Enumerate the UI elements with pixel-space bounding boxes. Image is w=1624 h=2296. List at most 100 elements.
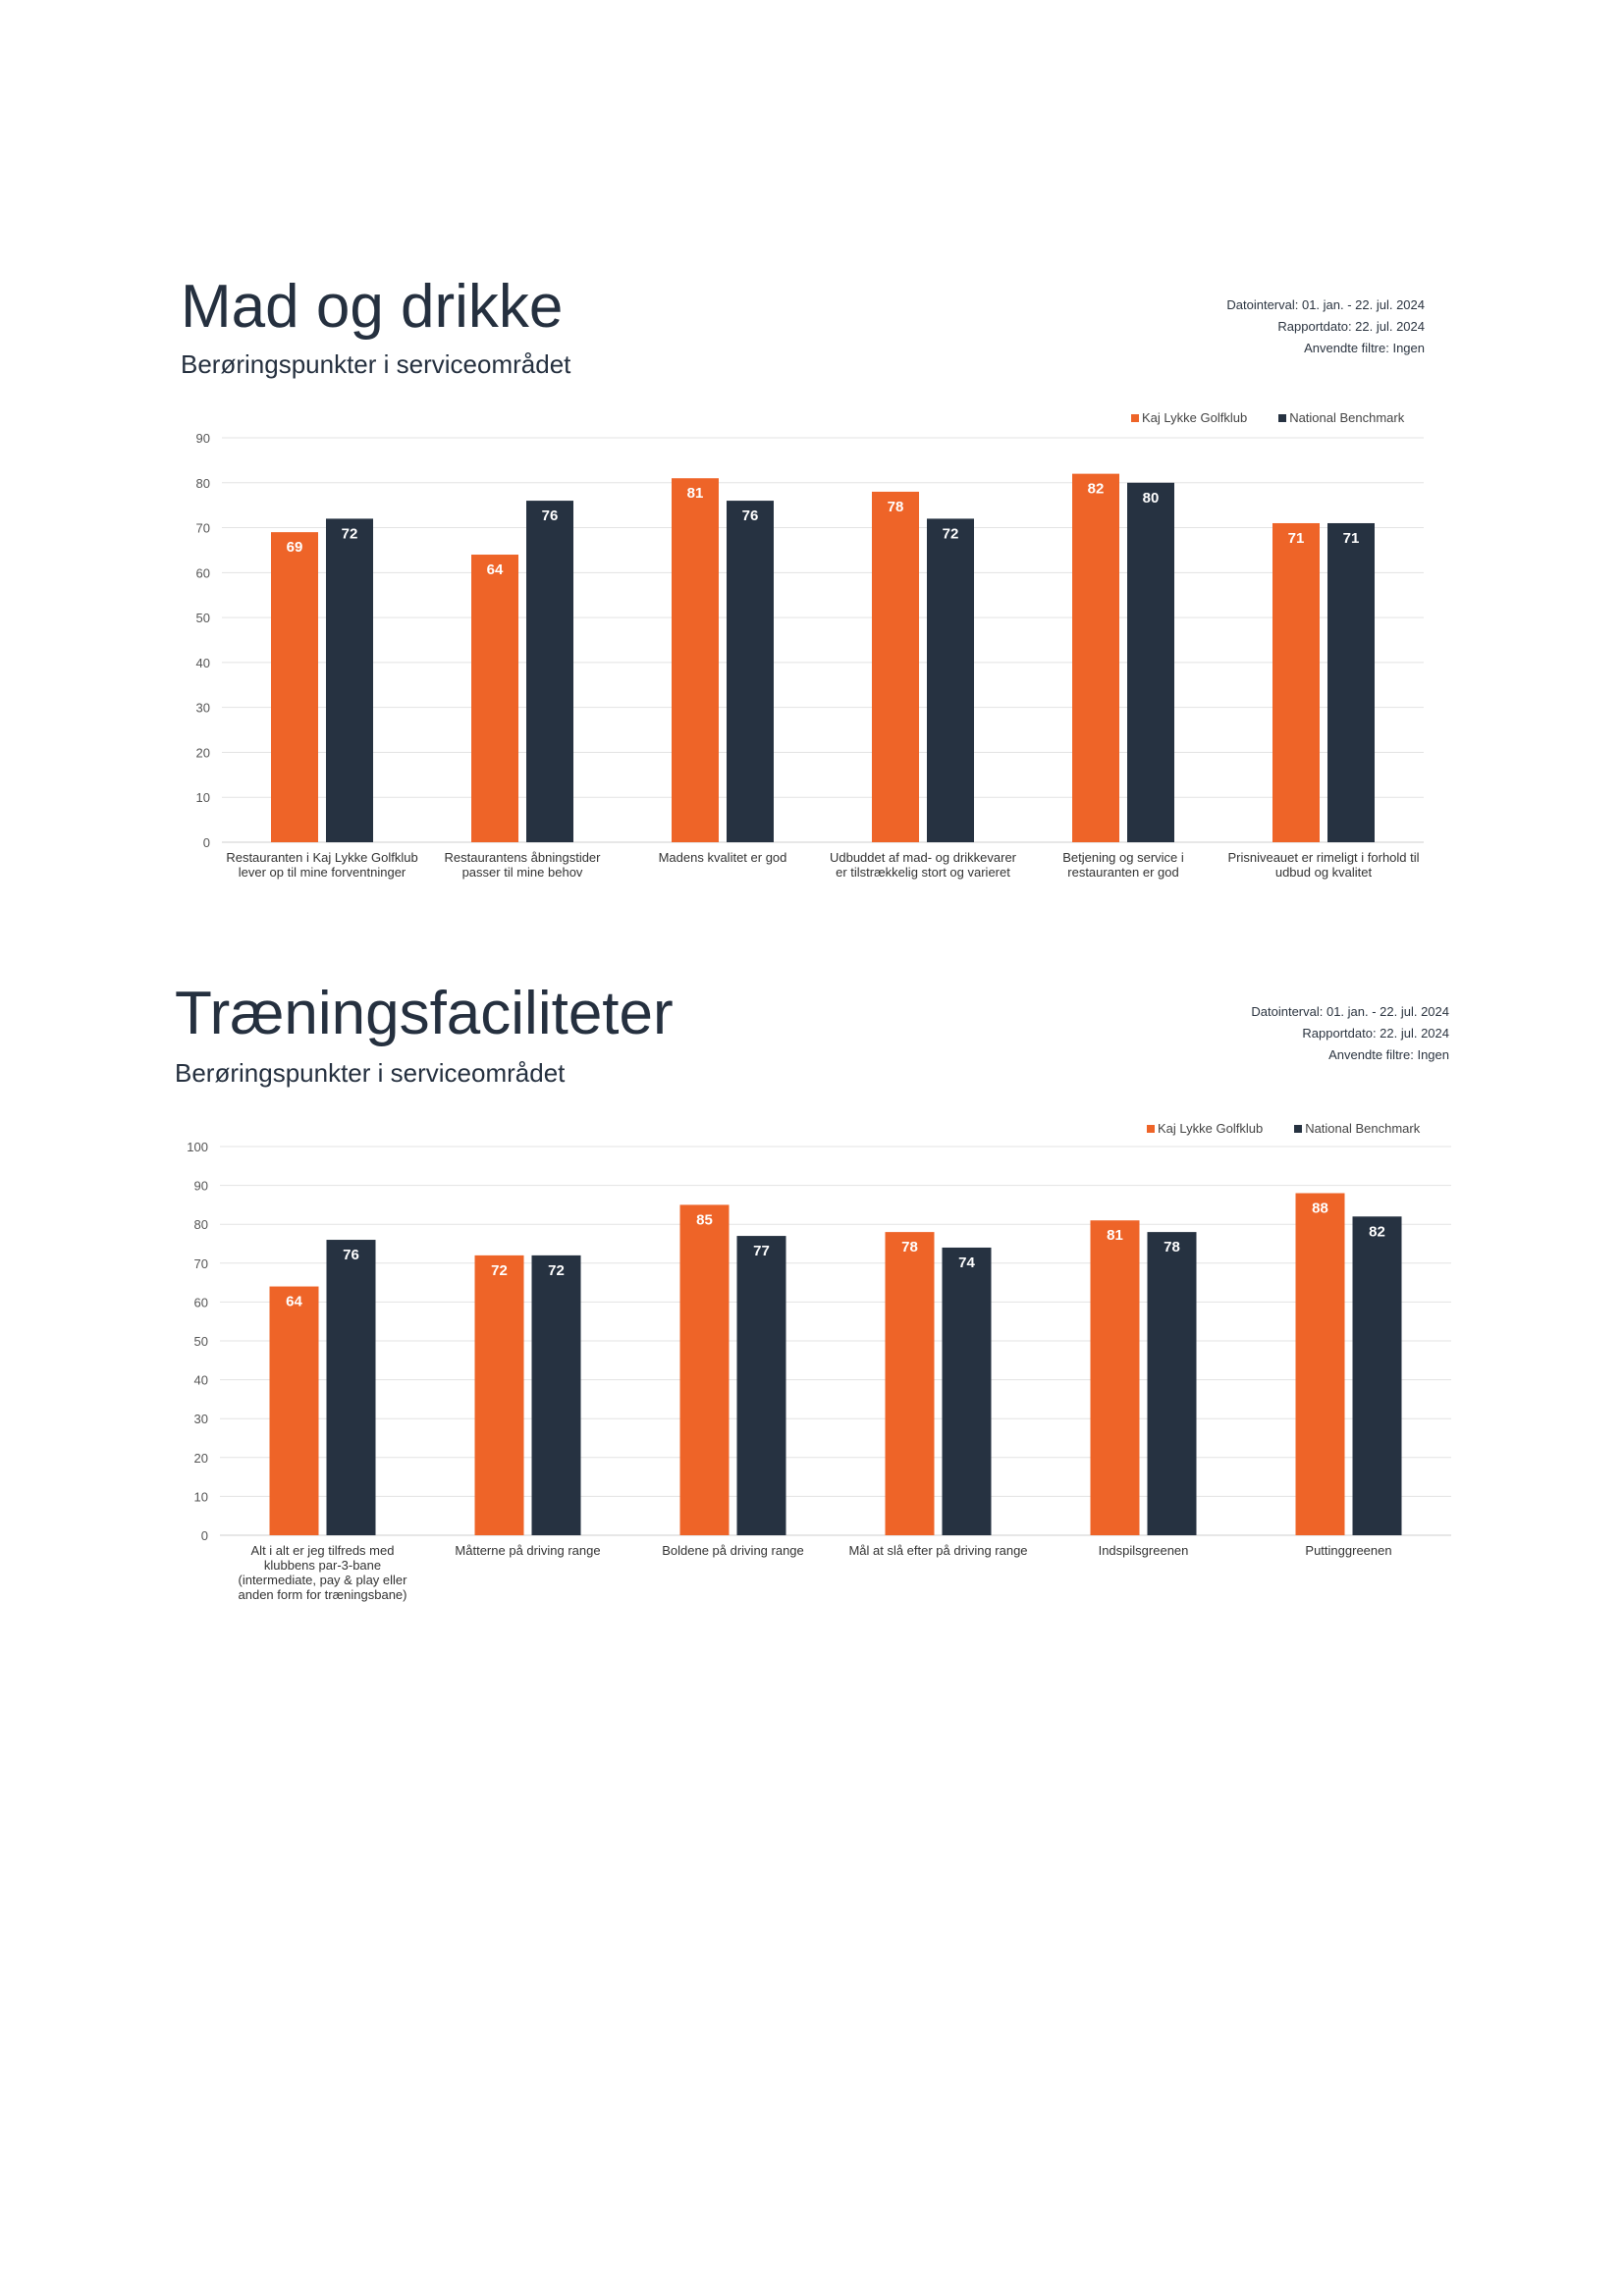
bar-club: [679, 1204, 730, 1535]
bar-benchmark: [942, 1247, 992, 1535]
legend-swatch-club: [1131, 413, 1139, 422]
report-date: Rapportdato: 22. jul. 2024: [1277, 319, 1425, 334]
x-category-label: Boldene på driving range: [662, 1543, 804, 1558]
x-category-label: Puttinggreenen: [1305, 1543, 1391, 1558]
x-category-label-line: Prisniveauet er rimeligt i forhold til: [1227, 850, 1419, 865]
x-category-label: Indspilsgreenen: [1099, 1543, 1189, 1558]
x-category-label: Restauranten i Kaj Lykke Golfklub lever o…: [226, 850, 417, 880]
data-label: 72: [491, 1262, 508, 1279]
x-category-label: Måtterne på driving range: [455, 1543, 600, 1558]
y-tick-label: 40: [194, 1373, 208, 1388]
bar-club: [269, 1286, 319, 1535]
legend-item-club: Kaj Lykke Golfklub: [1131, 410, 1247, 425]
bar-club: [471, 555, 518, 842]
bar-club: [672, 478, 719, 842]
data-label: 72: [342, 525, 358, 542]
bar-benchmark: [526, 501, 573, 842]
x-category-label-line: Restaurantens åbningstider: [445, 850, 602, 865]
y-tick-label: 20: [194, 1451, 208, 1466]
x-category-label-line: (intermediate, pay & play eller: [239, 1573, 408, 1587]
x-category-label: Mål at slå efter på driving range: [848, 1543, 1027, 1558]
legend-swatch-benchmark: [1294, 1124, 1303, 1133]
x-category-label-line: Restauranten i Kaj Lykke Golfklub: [226, 850, 417, 865]
data-label: 76: [343, 1247, 359, 1263]
bar-benchmark: [326, 518, 373, 842]
data-label: 71: [1343, 530, 1360, 547]
y-tick-label: 90: [194, 1179, 208, 1194]
bar-benchmark: [531, 1255, 581, 1535]
report-date: Rapportdato: 22. jul. 2024: [1302, 1026, 1449, 1041]
x-category-label-line: udbud og kvalitet: [1275, 865, 1373, 880]
y-tick-label: 50: [194, 1334, 208, 1349]
y-tick-label: 30: [194, 1412, 208, 1426]
applied-filters: Anvendte filtre: Ingen: [1304, 341, 1425, 355]
x-category-label-line: lever op til mine forventninger: [239, 865, 406, 880]
bar-chart-training: 0 10 20 30 40 50 60 70 80 90 100 64 76 Alt i alt er j…: [187, 1140, 1451, 1602]
chart-title: Mad og drikke: [181, 273, 564, 341]
x-category-label-line: klubbens par-3-bane: [264, 1558, 381, 1573]
data-label: 78: [888, 499, 904, 515]
chart-subtitle: Berøringspunkter i serviceområdet: [175, 1058, 566, 1088]
data-label: 74: [958, 1255, 975, 1271]
data-label: 82: [1088, 481, 1105, 498]
chart-legend: Kaj Lykke Golfklub National Benchmark: [1115, 1121, 1420, 1136]
x-category-label-line: anden form for træningsbane): [239, 1587, 407, 1602]
data-label: 76: [742, 507, 759, 524]
report-meta: Datointerval: 01. jan. - 22. jul. 2024 R…: [1251, 1001, 1449, 1066]
x-category-label-line: Mål at slå efter på driving range: [848, 1543, 1027, 1558]
data-label: 69: [287, 539, 303, 556]
y-tick-label: 70: [196, 521, 210, 536]
y-tick-label: 90: [196, 431, 210, 446]
chart-legend: Kaj Lykke Golfklub National Benchmark: [1100, 410, 1404, 425]
y-tick-label: 70: [194, 1256, 208, 1271]
y-tick-label: 10: [194, 1489, 208, 1504]
data-label: 80: [1143, 490, 1160, 507]
legend-item-club: Kaj Lykke Golfklub: [1147, 1121, 1263, 1136]
data-label: 77: [753, 1243, 770, 1259]
x-category-label: Restaurantens åbningstider passer til min…: [445, 850, 602, 880]
report-meta: Datointerval: 01. jan. - 22. jul. 2024 R…: [1226, 294, 1425, 359]
bar-benchmark: [736, 1236, 786, 1535]
x-category-label: Madens kvalitet er god: [659, 850, 787, 865]
legend-item-benchmark: National Benchmark: [1294, 1121, 1420, 1136]
y-tick-label: 80: [194, 1217, 208, 1232]
x-category-label: Alt i alt er jeg tilfreds med klubbens pa…: [239, 1543, 408, 1602]
y-tick-label: 0: [203, 835, 210, 850]
legend-label-club: Kaj Lykke Golfklub: [1142, 410, 1248, 425]
data-label: 78: [1164, 1239, 1180, 1255]
y-tick-label: 40: [196, 656, 210, 670]
bar-benchmark: [1147, 1232, 1197, 1535]
x-category-label-line: Alt i alt er jeg tilfreds med: [251, 1543, 395, 1558]
legend-label-benchmark: National Benchmark: [1289, 410, 1405, 425]
y-tick-label: 20: [196, 745, 210, 760]
bar-club: [885, 1232, 935, 1535]
x-category-label: Betjening og service i restauranten er go…: [1062, 850, 1184, 880]
data-label: 64: [286, 1294, 302, 1310]
data-label: 81: [687, 485, 704, 502]
x-category-label-line: Puttinggreenen: [1305, 1543, 1391, 1558]
data-label: 81: [1107, 1227, 1123, 1244]
data-label: 76: [542, 507, 559, 524]
data-label: 88: [1312, 1201, 1328, 1217]
legend-swatch-club: [1147, 1124, 1155, 1133]
legend-swatch-benchmark: [1278, 413, 1287, 422]
y-tick-label: 60: [194, 1295, 208, 1309]
x-category-label: Prisniveauet er rimeligt i forhold til ud…: [1227, 850, 1419, 880]
chart-title: Træningsfaciliteter: [175, 980, 674, 1047]
bar-club: [474, 1255, 524, 1535]
x-category-label-line: er tilstrækkelig stort og varieret: [836, 865, 1010, 880]
x-category-label-line: restauranten er god: [1067, 865, 1178, 880]
x-category-label-line: passer til mine behov: [462, 865, 583, 880]
data-label: 78: [901, 1239, 918, 1255]
legend-label-club: Kaj Lykke Golfklub: [1158, 1121, 1264, 1136]
legend-item-benchmark: National Benchmark: [1278, 410, 1404, 425]
bar-club: [1072, 473, 1119, 842]
legend-label-benchmark: National Benchmark: [1305, 1121, 1421, 1136]
x-category-label-line: Indspilsgreenen: [1099, 1543, 1189, 1558]
data-label: 64: [487, 561, 504, 578]
bar-benchmark: [1327, 522, 1375, 842]
bar-club: [1090, 1220, 1140, 1535]
y-tick-label: 50: [196, 611, 210, 625]
bar-benchmark: [727, 501, 774, 842]
bar-benchmark: [326, 1240, 376, 1535]
